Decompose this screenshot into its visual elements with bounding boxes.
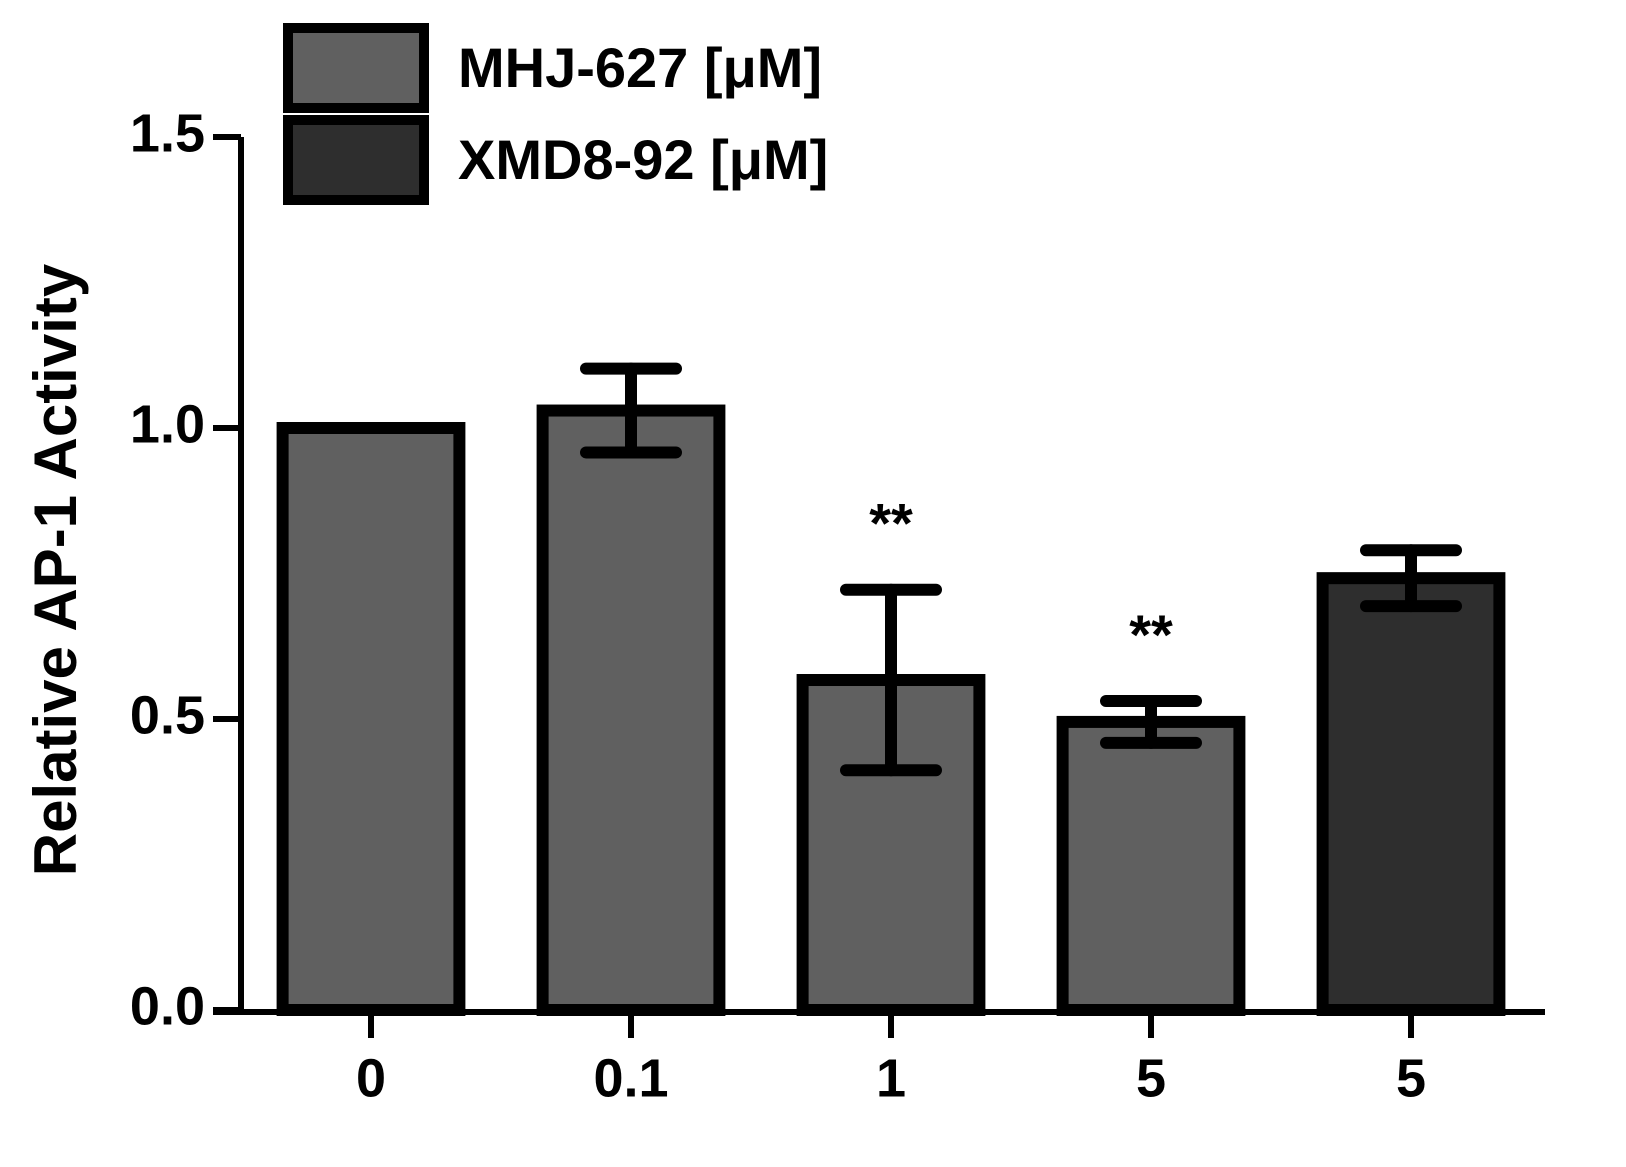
x-tick-label: 5 xyxy=(1396,1048,1426,1108)
y-tick-label: 1.5 xyxy=(130,103,205,163)
bar xyxy=(1316,572,1506,1016)
legend-swatch xyxy=(283,23,429,113)
x-tick-label: 0 xyxy=(356,1048,386,1108)
y-tick-label: 1.0 xyxy=(130,394,205,454)
legend-label: XMD8-92 [μM] xyxy=(458,128,828,191)
significance-label: ** xyxy=(1129,603,1173,666)
x-tick-label: 0.1 xyxy=(593,1048,668,1108)
legend-swatch xyxy=(283,115,429,205)
y-axis-label: Relative AP-1 Activity xyxy=(22,263,89,876)
y-tick-label: 0.0 xyxy=(130,976,205,1036)
bar xyxy=(536,404,726,1017)
x-tick-label: 5 xyxy=(1136,1048,1166,1108)
legend-label: MHJ-627 [μM] xyxy=(458,36,822,99)
significance-label: ** xyxy=(869,492,913,555)
y-tick-label: 0.5 xyxy=(130,685,205,745)
bar xyxy=(276,422,466,1016)
bar xyxy=(1056,715,1246,1016)
x-tick-label: 1 xyxy=(876,1048,906,1108)
